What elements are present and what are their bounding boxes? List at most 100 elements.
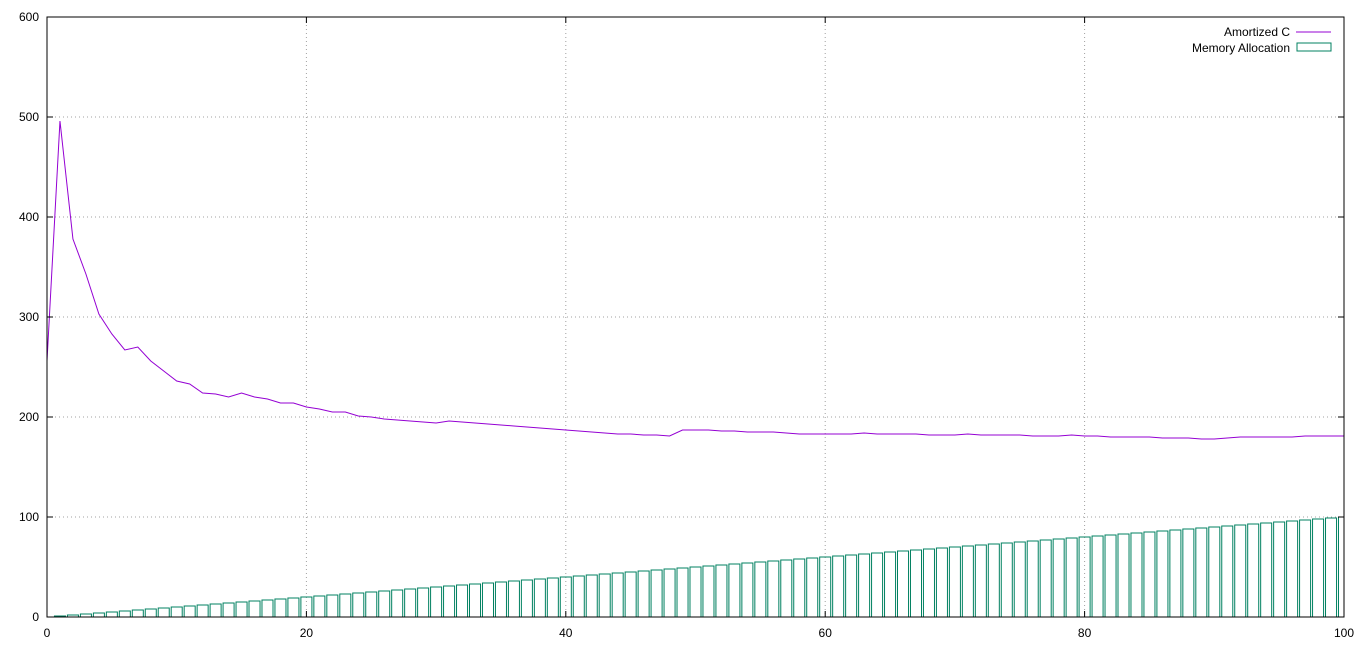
bar-memory-allocation: [417, 587, 430, 618]
bar-memory-allocation: [585, 574, 598, 618]
bar-memory-allocation: [1091, 535, 1104, 618]
bar-memory-allocation: [806, 557, 819, 618]
x-tick-label: 40: [559, 626, 573, 640]
bar-memory-allocation: [494, 581, 507, 618]
bar-memory-allocation: [1000, 542, 1013, 618]
bar-memory-allocation: [987, 543, 1000, 618]
y-tick-label: 100: [19, 510, 39, 524]
x-tick-label: 20: [300, 626, 314, 640]
bar-memory-allocation: [780, 559, 793, 618]
bar-memory-allocation: [832, 555, 845, 618]
bar-memory-allocation: [728, 563, 741, 618]
bar-memory-allocation: [209, 603, 222, 618]
bar-memory-allocation: [935, 547, 948, 618]
bar-memory-allocation: [378, 590, 391, 618]
bar-memory-allocation: [1234, 524, 1247, 618]
bar-memory-allocation: [1143, 531, 1156, 618]
y-tick-label: 200: [19, 410, 39, 424]
bar-memory-allocation: [1247, 523, 1260, 618]
bar-memory-allocation: [922, 548, 935, 618]
x-tick-label: 60: [819, 626, 833, 640]
bar-memory-allocation: [222, 602, 235, 618]
bar-memory-allocation: [1104, 534, 1117, 618]
bar-memory-allocation: [248, 600, 261, 618]
bar-memory-allocation: [793, 558, 806, 618]
bar-memory-allocation: [767, 560, 780, 618]
legend-label-series-1: Memory Allocation: [1192, 41, 1290, 55]
bar-memory-allocation: [1221, 525, 1234, 618]
axis-layer: 0 20 40 60 80 100 0 100 200 300 400 500 600: [19, 10, 1354, 640]
bar-memory-allocation: [1169, 529, 1182, 618]
bar-memory-allocation: [1013, 541, 1026, 618]
bar-memory-allocation: [1299, 519, 1312, 618]
x-tick-label: 0: [44, 626, 51, 640]
legend-swatch-series-1: [1296, 42, 1332, 52]
bar-memory-allocation: [1195, 527, 1208, 618]
bar-memory-allocation: [948, 546, 961, 618]
bar-memory-allocation: [961, 545, 974, 618]
bar-memory-allocation: [1325, 517, 1338, 618]
bar-memory-allocation: [468, 583, 482, 618]
y-tick-label: 0: [32, 610, 39, 624]
bar-memory-allocation: [144, 608, 157, 618]
bar-memory-allocation: [430, 586, 443, 618]
bar-memory-allocation: [352, 592, 365, 618]
bar-memory-allocation: [261, 599, 274, 618]
bar-memory-allocation: [637, 570, 650, 618]
y-tick-label: 400: [19, 210, 39, 224]
bar-memory-allocation: [391, 589, 404, 618]
bar-memory-allocation: [884, 551, 897, 618]
bar-memory-allocation: [650, 569, 663, 618]
bar-memory-allocation: [520, 579, 533, 618]
y-tick-label: 500: [19, 110, 39, 124]
bar-memory-allocation: [1337, 516, 1345, 618]
bar-memory-allocation: [598, 573, 611, 618]
bar-memory-allocation: [326, 594, 339, 618]
bar-memory-allocation: [365, 591, 378, 618]
y-tick-label: 300: [19, 310, 39, 324]
line-amortized-c: [46, 120, 1344, 440]
bar-memory-allocation: [1039, 539, 1052, 618]
bar-memory-allocation: [131, 609, 144, 618]
bar-memory-allocation: [611, 572, 624, 618]
bar-memory-allocation: [974, 544, 987, 618]
bar-memory-allocation: [1286, 520, 1299, 618]
bar-memory-allocation: [287, 597, 300, 618]
bar-memory-allocation: [754, 561, 767, 618]
bar-memory-allocation: [507, 580, 520, 618]
legend-background: [1174, 22, 1340, 58]
line-layer: [46, 120, 1344, 440]
bar-memory-allocation: [897, 550, 910, 618]
legend-label-series-0: Amortized C: [1224, 25, 1290, 39]
bar-memory-allocation: [443, 585, 456, 618]
bar-memory-allocation: [676, 567, 689, 618]
bar-memory-allocation: [572, 575, 585, 618]
bar-memory-allocation: [1026, 540, 1039, 618]
bar-memory-allocation: [546, 577, 559, 618]
bar-memory-allocation: [741, 562, 754, 618]
bar-memory-allocation: [170, 606, 183, 618]
bar-memory-allocation: [404, 588, 417, 618]
x-tick-label: 80: [1078, 626, 1092, 640]
bar-memory-allocation: [105, 611, 118, 618]
bar-memory-allocation: [92, 612, 105, 618]
bar-memory-allocation: [313, 595, 326, 618]
bar-memory-allocation: [1065, 537, 1078, 618]
bar-memory-allocation: [1273, 521, 1286, 618]
bar-memory-allocation: [689, 566, 702, 618]
bar-memory-allocation: [235, 601, 248, 618]
bar-memory-allocation: [118, 610, 131, 618]
bar-memory-allocation: [702, 565, 715, 618]
bar-memory-allocation: [858, 553, 871, 618]
bar-memory-allocation: [533, 578, 546, 618]
bar-memory-allocation: [1312, 518, 1325, 618]
bar-memory-allocation: [1052, 538, 1065, 618]
legend: Amortized C Memory Allocation: [1174, 22, 1340, 58]
bar-memory-allocation: [845, 554, 858, 618]
bar-memory-allocation: [196, 604, 209, 618]
y-tick-label: 600: [19, 10, 39, 24]
bar-memory-allocation: [1156, 530, 1169, 618]
bar-memory-allocation: [909, 549, 923, 618]
x-tick-label: 100: [1334, 626, 1354, 640]
